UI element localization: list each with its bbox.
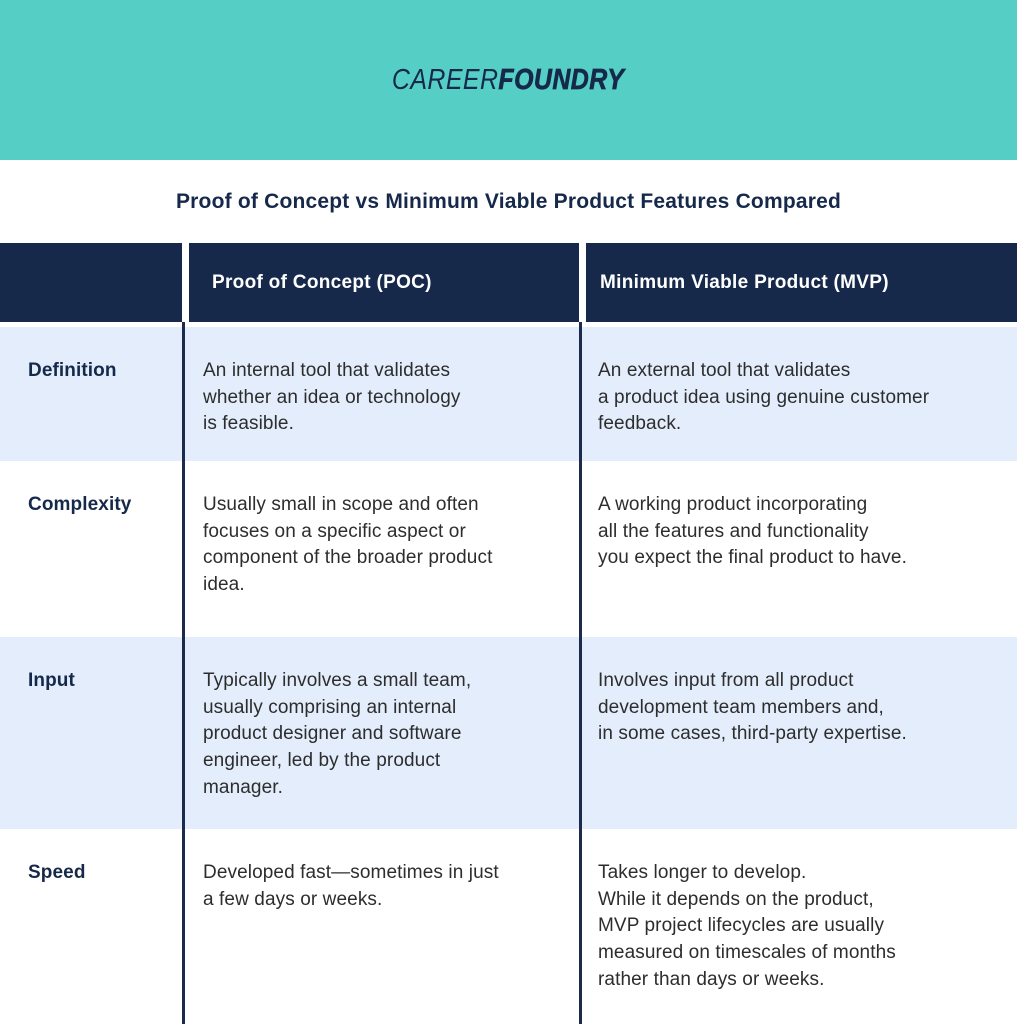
row-label-complexity: Complexity bbox=[0, 461, 182, 637]
logo-career-text: CAREER bbox=[392, 63, 499, 96]
complexity-poc-cell: Usually small in scope and often focuses… bbox=[182, 461, 579, 637]
row-label-definition: Definition bbox=[0, 327, 182, 461]
header-poc-label: Proof of Concept (POC) bbox=[212, 271, 432, 293]
header-cell-poc: Proof of Concept (POC) bbox=[182, 243, 579, 322]
input-poc-cell: Typically involves a small team, usually… bbox=[182, 637, 579, 829]
speed-poc-cell: Developed fast—sometimes in just a few d… bbox=[182, 829, 579, 1024]
header-cell-mvp: Minimum Viable Product (MVP) bbox=[579, 243, 1017, 322]
speed-mvp-cell: Takes longer to develop. While it depend… bbox=[579, 829, 1017, 1024]
header-mvp-label: Minimum Viable Product (MVP) bbox=[600, 271, 889, 293]
page-title: Proof of Concept vs Minimum Viable Produ… bbox=[175, 189, 842, 213]
header-gap bbox=[182, 322, 579, 327]
row-label-speed: Speed bbox=[0, 829, 182, 1024]
header-cell-empty bbox=[0, 243, 182, 322]
header-gap bbox=[579, 322, 1017, 327]
row-label-input: Input bbox=[0, 637, 182, 829]
complexity-mvp-cell: A working product incorporating all the … bbox=[579, 461, 1017, 637]
careerfoundry-logo: CAREERFOUNDRY bbox=[392, 63, 625, 97]
brand-band: CAREERFOUNDRY bbox=[0, 0, 1017, 160]
header-gap bbox=[0, 322, 182, 327]
logo-foundry-text: FOUNDRY bbox=[498, 63, 625, 96]
definition-poc-cell: An internal tool that validates whether … bbox=[182, 327, 579, 461]
input-mvp-cell: Involves input from all product developm… bbox=[579, 637, 1017, 829]
title-strip: Proof of Concept vs Minimum Viable Produ… bbox=[0, 160, 1017, 243]
definition-mvp-cell: An external tool that validates a produc… bbox=[579, 327, 1017, 461]
comparison-table: Proof of Concept (POC) Minimum Viable Pr… bbox=[0, 243, 1017, 1024]
